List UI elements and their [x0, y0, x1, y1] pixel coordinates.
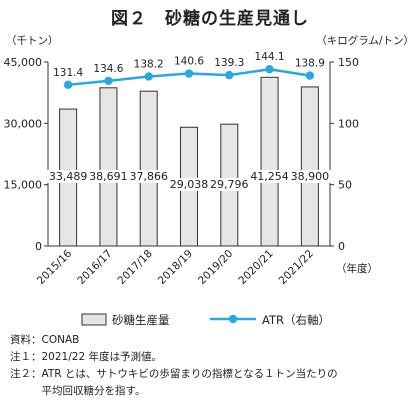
bar-label-bg — [126, 170, 171, 183]
atr-value-label: 144.1 — [255, 51, 285, 63]
left-axis-unit: （千トン） — [6, 35, 59, 47]
x-tick-label: 2020/21 — [236, 248, 275, 287]
bar-value-label: 38,691 — [89, 170, 128, 183]
bar-label-bg — [207, 178, 252, 191]
atr-value-label: 138.2 — [134, 58, 164, 70]
x-tick-label: 2016/17 — [75, 248, 114, 287]
bar-value-label: 29,796 — [210, 178, 249, 191]
x-axis-unit: （年度） — [336, 262, 378, 275]
bar-label-bg — [46, 170, 90, 183]
atr-value-label: 131.4 — [53, 67, 83, 79]
atr-value-label: 138.9 — [295, 58, 325, 70]
x-tick-label: 2015/16 — [35, 247, 75, 287]
legend-line-marker — [228, 314, 238, 324]
atr-point — [63, 80, 73, 90]
note-2: 注２：ATR とは、サトウキビの歩留まりの指標となる１トン当たりの — [10, 368, 338, 380]
legend-line-label: ATR（右軸） — [262, 313, 330, 327]
bar-value-label: 33,489 — [49, 170, 88, 183]
sugar-production-chart: 0 15,000 30,000 45,000 0 50 100 150 （千トン） （キログラム/… — [4, 34, 415, 327]
right-tick-label: 150 — [338, 56, 359, 69]
x-tick-label: 2021/22 — [277, 248, 316, 287]
right-tick-label: 50 — [338, 179, 352, 192]
bar-label-bg — [247, 170, 292, 183]
atr-point — [184, 69, 194, 78]
left-tick-label: 15,000 — [4, 179, 43, 192]
legend-bar-swatch — [81, 313, 107, 326]
source-note: 資料：CONAB — [10, 334, 80, 346]
right-tick-label: 100 — [338, 117, 359, 130]
x-tick-label: 2017/18 — [116, 248, 155, 287]
left-tick-label: 0 — [35, 240, 42, 253]
bar — [260, 76, 279, 247]
x-tick-label: 2018/19 — [156, 248, 195, 287]
chart-title: 図２ 砂糖の生産見通し — [111, 9, 309, 29]
bar — [139, 90, 158, 247]
bar-value-label: 41,254 — [250, 170, 289, 183]
bar-label-bg — [167, 178, 211, 191]
atr-value-label: 139.3 — [214, 57, 244, 69]
bar-label-bg — [288, 170, 332, 183]
left-tick-label: 45,000 — [4, 56, 43, 69]
legend-bar-label: 砂糖生産量 — [112, 313, 170, 327]
bar-label-bg — [86, 170, 131, 183]
chart-notes: 資料：CONAB 注１：2021/22 年度は予測値。 注２：ATR とは、サト… — [10, 332, 338, 400]
atr-value-label: 134.6 — [93, 63, 123, 75]
atr-point — [144, 72, 153, 81]
bar-value-label: 38,900 — [291, 170, 330, 183]
atr-point — [225, 70, 234, 80]
x-tick-label: 2019/20 — [196, 248, 235, 287]
note-1: 注１：2021/22 年度は予測値。 — [10, 351, 162, 363]
bar-value-label: 29,038 — [170, 178, 209, 191]
atr-point — [305, 71, 315, 80]
note-2-continued: 平均回収糖分を指す。 — [10, 385, 146, 397]
left-tick-label: 30,000 — [4, 117, 43, 130]
atr-point — [265, 65, 274, 74]
atr-point — [104, 76, 113, 86]
bar-value-label: 37,866 — [129, 170, 168, 183]
bar — [300, 86, 319, 247]
bar — [99, 87, 118, 247]
right-axis-unit: （キログラム/トン） — [316, 34, 414, 47]
right-tick-label: 0 — [338, 240, 345, 253]
atr-value-label: 140.6 — [174, 56, 204, 68]
